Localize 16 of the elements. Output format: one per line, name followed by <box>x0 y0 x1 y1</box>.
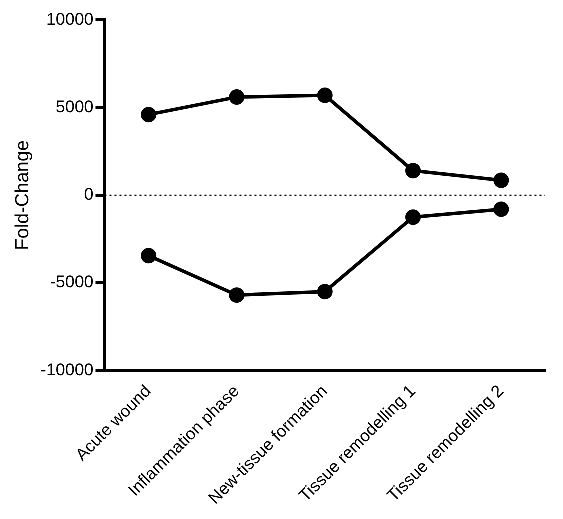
y-tick-label: 5000 <box>56 98 94 117</box>
point <box>141 107 157 123</box>
y-tick-label: -10000 <box>40 360 94 380</box>
point <box>317 88 333 104</box>
point <box>406 210 422 226</box>
point <box>141 248 157 264</box>
y-tick-label: 0 <box>84 185 94 204</box>
point <box>229 90 245 106</box>
point <box>494 202 510 218</box>
y-axis-title: Fold-Change <box>12 140 34 250</box>
point <box>406 163 422 179</box>
point <box>317 284 333 300</box>
y-tick-label: 10000 <box>46 10 94 29</box>
point <box>494 172 510 188</box>
y-tick-label: -5000 <box>50 272 94 292</box>
point <box>229 288 245 304</box>
